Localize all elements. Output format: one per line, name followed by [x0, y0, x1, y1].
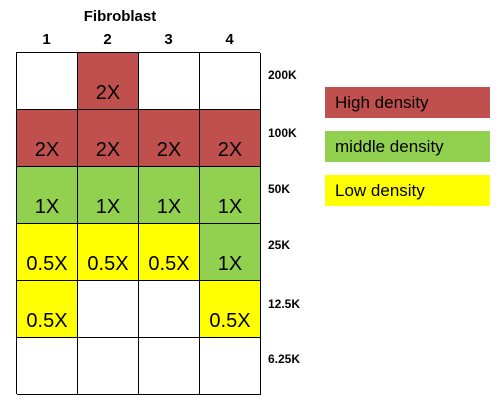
row-label-12-5k: 12.5K [268, 297, 301, 311]
grid-cell: 2X [200, 110, 261, 167]
grid-cell [139, 281, 200, 338]
grid-row-200k: 2X [17, 53, 261, 110]
grid-cell [78, 338, 139, 395]
legend-low-density: Low density [325, 175, 490, 206]
density-grid: 2X 2X 2X 2X 2X 1X 1X 1X 1X 0.5X 0.5X 0.5… [16, 52, 261, 395]
column-header-1: 1 [42, 31, 51, 48]
column-header-4: 4 [225, 31, 234, 48]
grid-cell: 1X [200, 224, 261, 281]
column-headers: 1 2 3 4 [16, 31, 260, 51]
grid-cell: 2X [17, 110, 78, 167]
grid-cell [78, 281, 139, 338]
grid-cell: 0.5X [78, 224, 139, 281]
row-label-200k: 200K [268, 68, 297, 82]
diagram-title: Fibroblast [83, 8, 157, 25]
grid-row-25k: 0.5X 0.5X 0.5X 1X [17, 224, 261, 281]
legend-high-density: High density [325, 87, 490, 118]
grid-row-50k: 1X 1X 1X 1X [17, 167, 261, 224]
grid-cell: 0.5X [17, 281, 78, 338]
row-label-50k: 50K [268, 182, 291, 196]
legend-middle-density: middle density [325, 131, 490, 162]
column-header-2: 2 [103, 31, 112, 48]
grid-cell [200, 53, 261, 110]
column-header-3: 3 [164, 31, 173, 48]
grid-cell: 0.5X [139, 224, 200, 281]
grid-cell: 2X [139, 110, 200, 167]
row-label-25k: 25K [268, 238, 291, 252]
grid-cell: 1X [17, 167, 78, 224]
grid-row-6-25k [17, 338, 261, 395]
grid-row-100k: 2X 2X 2X 2X [17, 110, 261, 167]
grid-row-12-5k: 0.5X 0.5X [17, 281, 261, 338]
grid-cell [139, 338, 200, 395]
grid-cell [17, 338, 78, 395]
row-label-100k: 100K [268, 126, 297, 140]
grid-cell [17, 53, 78, 110]
grid-cell: 1X [139, 167, 200, 224]
grid-cell: 1X [200, 167, 261, 224]
grid-cell: 2X [78, 53, 139, 110]
grid-cell: 2X [78, 110, 139, 167]
grid-cell: 0.5X [200, 281, 261, 338]
grid-cell [200, 338, 261, 395]
row-label-6-25k: 6.25K [268, 352, 301, 366]
grid-cell: 0.5X [17, 224, 78, 281]
grid-cell [139, 53, 200, 110]
grid-cell: 1X [78, 167, 139, 224]
